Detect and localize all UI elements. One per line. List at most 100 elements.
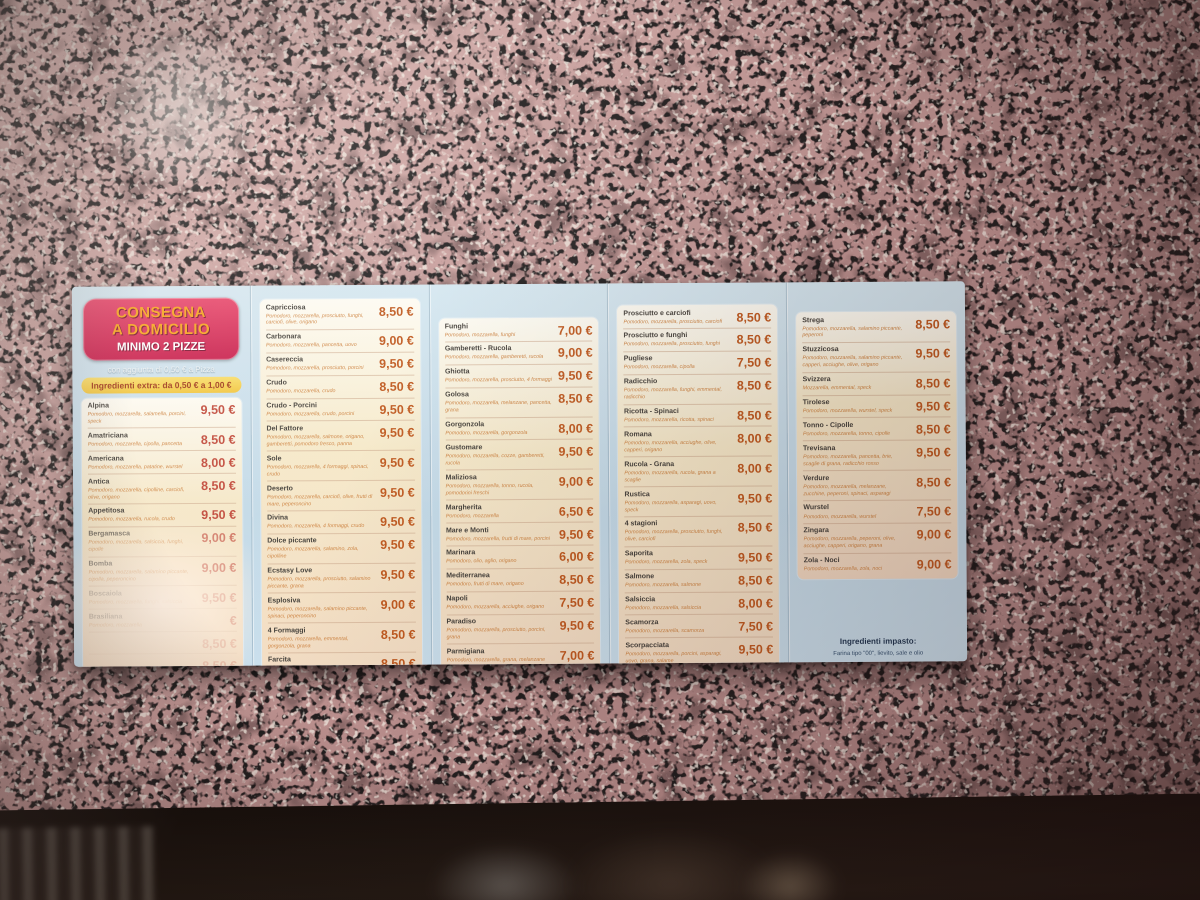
menu-item-text: Tonno - Cipolle Pomodoro, mozzarella, to… — [803, 422, 913, 439]
menu-item-price: 7,50 € — [736, 355, 772, 371]
menu-item-name: 4 stagioni — [624, 520, 658, 528]
menu-item-price: 9,50 € — [201, 508, 237, 523]
menu-item-ingredients: Pomodoro, mozzarella, acciughe, origano — [446, 604, 545, 611]
menu-item-name: Paradiso — [446, 618, 477, 626]
menu-item-row: Radicchio Pomodoro, mozzarella, funghi, … — [623, 374, 772, 405]
menu-item-name: Gamberetti - Rucola — [444, 345, 512, 353]
menu-item-text: Golosa Pomodoro, mozzarella, melanzane, … — [445, 391, 555, 414]
menu-item-price: 9,50 € — [201, 590, 237, 605]
menu-item-text: Saporita Pomodoro, mozzarella, zola, spe… — [625, 550, 735, 567]
menu-item-text: Pugliese Pomodoro, mozzarella, cipolla — [624, 355, 734, 372]
menu-item-ingredients: Pomodoro, mozzarella, patatine, wurstel — [87, 463, 183, 471]
menu-item-row: Gamberetti - Rucola Pomodoro, mozzarella… — [444, 341, 593, 366]
menu-item-price: 8,00 € — [200, 455, 236, 470]
menu-item-price: 8,50 € — [737, 408, 772, 423]
menu-item-ingredients: Pomodoro, mozzarella, carciofi, olive, f… — [266, 493, 373, 508]
menu-item-row: Prosciutto e carciofi Pomodoro, mozzarel… — [623, 305, 772, 330]
menu-item-row: Gorgonzola Pomodoro, mozzarella, gorgonz… — [445, 417, 594, 441]
menu-item-row: Del Fattore Pomodoro, mozzarella, salmon… — [266, 421, 415, 452]
menu-item-text: Tirolese Pomodoro, mozzarella, wurstel, … — [803, 399, 913, 416]
menu-item-text: Bergamasca Pomodoro, mozzarella, salsicc… — [88, 530, 198, 553]
menu-item-ingredients: Pomodoro, mozzarella, wurstel, speck — [802, 407, 893, 415]
menu-item-name: Tonno - Cipolle — [802, 421, 854, 430]
menu-item-ingredients: Pomodoro, mozzarella, prosciutto, funghi… — [624, 529, 723, 543]
menu-item-name: Antica — [88, 478, 110, 486]
menu-item-name: Casereccia — [266, 356, 304, 364]
menu-item-row: Ghiotta Pomodoro, mozzarella, prosciutto… — [444, 364, 593, 389]
menu-item-row: Parmigiana Pomodoro, mozzarella, grana, … — [446, 644, 595, 665]
menu-item-row: Golosa Pomodoro, mozzarella, melanzane, … — [445, 387, 594, 419]
menu-item-name: Margherita — [445, 503, 482, 512]
menu-item-name: Sole — [266, 455, 282, 463]
menu-item-text: Parmigiana Pomodoro, mozzarella, grana, … — [447, 648, 557, 665]
menu-item-ingredients: Pomodoro, mozzarella, peperoni, olive, a… — [803, 536, 896, 550]
menu-item-row: Mediterranea Pomodoro, frutti di mare, o… — [446, 568, 595, 593]
menu-item-text: Ghiotta Pomodoro, mozzarella, prosciutto… — [445, 368, 555, 385]
surcharge-note: con aggiunta di 0,50 € a Pizza — [107, 364, 215, 375]
menu-item-text: Del Fattore Pomodoro, mozzarella, salmon… — [266, 425, 376, 448]
menu-item-name: Americana — [87, 455, 124, 463]
menu-item-price: 9,00 € — [378, 333, 414, 349]
menu-item-ingredients: Pomodoro, mozzarella, pancetta, uovo — [265, 342, 357, 349]
menu-item-text: Casereccia Pomodoro, mozzarella, prosciu… — [266, 356, 376, 373]
menu-item-row: Stuzzicosa Pomodoro, mozzarella, salamin… — [802, 342, 951, 373]
menu-list-2: Capricciosa Pomodoro, mozzarella, prosci… — [259, 298, 423, 666]
menu-item-name: Salsiccia — [625, 596, 656, 604]
menu-item-row: Prosciutto e funghi Pomodoro, mozzarella… — [623, 328, 772, 353]
menu-item-price: 8,50 € — [201, 478, 236, 493]
menu-item-ingredients: Pomodoro, mozzarella, porcini, asparagi,… — [625, 650, 722, 664]
menu-item-text: Stuzzicosa Pomodoro, mozzarella, salamin… — [802, 346, 912, 369]
menu-item-name: Maliziosa — [445, 474, 477, 482]
menu-item-row: Trevisana Pomodoro, mozzarella, pancetta… — [802, 440, 951, 472]
menu-item-row: Esplosiva Pomodoro, mozzarella, salamino… — [267, 593, 416, 624]
menu-item-row: Scorpacciata Pomodoro, mozzarella, porci… — [625, 637, 774, 664]
menu-item-name: Mare e Monti — [445, 526, 489, 534]
menu-item-text: Verdure Pomodoro, mozzarella, melanzane,… — [803, 474, 913, 497]
menu-item-row: Marinara Pomodoro, olio, aglio, origano … — [446, 545, 594, 570]
menu-item-name: Amatriciana — [87, 432, 128, 440]
menu-item-price: 8,50 € — [736, 309, 772, 325]
menu-item-price: 6,50 € — [558, 504, 594, 519]
menu-item-row: 4 stagioni Pomodoro, mozzarella, prosciu… — [624, 516, 773, 548]
dough-note-text: Farina tipo "00", lievito, sale e olio — [833, 650, 924, 657]
menu-item-price: 9,50 € — [915, 346, 951, 361]
menu-item-name: Ricotta - Spinaci — [623, 408, 679, 416]
menu-item-row: Alpina Pomodoro, mozzarella, salamella, … — [87, 398, 236, 429]
menu-item-ingredients: Pomodoro, mozzarella, cipolline, carciof… — [88, 486, 185, 501]
menu-item-row: Americana Pomodoro, mozzarella, patatine… — [87, 450, 236, 475]
menu-item-ingredients: Pomodoro, mozzarella, acciughe, olive, c… — [624, 439, 717, 454]
menu-item-ingredients: Pomodoro, mozzarella, prosciutto, porcin… — [266, 365, 364, 372]
menu-item-text: Carbonara Pomodoro, mozzarella, pancetta… — [266, 333, 376, 350]
menu-item-text: Crudo Pomodoro, mozzarella, crudo — [266, 379, 376, 396]
menu-list-4: Prosciutto e carciofi Pomodoro, mozzarel… — [617, 304, 780, 664]
menu-item-price: 8,50 € — [736, 378, 772, 393]
menu-item-text: Zingara Pomodoro, mozzarella, peperoni, … — [804, 527, 914, 550]
menu-item-name: Ghiotta — [444, 368, 470, 376]
menu-item-price: 9,00 € — [380, 597, 416, 612]
menu-item-row: Funghi Pomodoro, mozzarella, funghi 7,00… — [444, 318, 593, 343]
menu-item-row: Wurstel Pomodoro, mozzarella, wurstel 7,… — [803, 500, 952, 525]
menu-item-ingredients: Pomodoro, mozzarella, tonno, cipolle — [802, 430, 891, 438]
menu-item-ingredients: Pomodoro, mozzarella, salmone — [625, 582, 702, 589]
menu-item-name: Gorgonzola — [445, 421, 485, 429]
menu-item-price: 9,50 € — [559, 618, 595, 633]
camera-flash-glare — [96, 30, 266, 188]
menu-item-ingredients: Pomodoro, mozzarella, frutti di mare, po… — [445, 535, 550, 542]
menu-item-price: 8,00 € — [558, 421, 594, 436]
menu-item-price: 9,50 € — [915, 399, 951, 414]
menu-item-text — [89, 658, 199, 660]
menu-item-ingredients: Pomodoro, mozzarella, cipolla — [623, 364, 695, 371]
menu-item-text: Salmone Pomodoro, mozzarella, salmone — [625, 573, 735, 590]
menu-item-name: Bomba — [88, 560, 113, 568]
menu-item-price: 9,50 € — [379, 455, 415, 470]
menu-item-ingredients: Pomodoro, mozzarella, salamino piccante,… — [802, 355, 903, 369]
menu-item-price: 9,50 € — [916, 445, 951, 460]
menu-item-text: Deserto Pomodoro, mozzarella, carciofi, … — [267, 484, 377, 507]
menu-item-price: 9,50 € — [738, 642, 774, 657]
menu-item-text: Marinara Pomodoro, olio, aglio, origano — [446, 549, 556, 566]
radiator-blur — [0, 826, 156, 900]
menu-item-price: 8,50 € — [737, 520, 773, 536]
menu-item-ingredients: Pomodoro, mozzarella, tonno, rucola, pom… — [445, 482, 534, 497]
menu-item-name: Strega — [802, 316, 825, 324]
menu-item-text: Esplosiva Pomodoro, mozzarella, salamino… — [268, 597, 378, 620]
